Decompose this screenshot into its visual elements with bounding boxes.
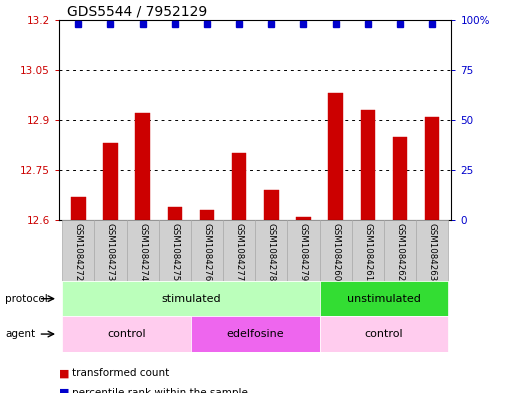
- Bar: [287, 220, 320, 281]
- Text: GSM1084279: GSM1084279: [299, 223, 308, 281]
- Text: GDS5544 / 7952129: GDS5544 / 7952129: [67, 4, 207, 18]
- Bar: [62, 281, 320, 316]
- Text: GSM1084261: GSM1084261: [363, 223, 372, 281]
- Text: GSM1084260: GSM1084260: [331, 223, 340, 281]
- Bar: [94, 220, 127, 281]
- Text: GSM1084278: GSM1084278: [267, 223, 276, 281]
- Bar: [296, 217, 311, 220]
- Text: control: control: [365, 329, 403, 339]
- Text: unstimulated: unstimulated: [347, 294, 421, 304]
- Bar: [62, 316, 191, 352]
- Bar: [320, 281, 448, 316]
- Text: GSM1084276: GSM1084276: [203, 223, 211, 281]
- Bar: [191, 316, 320, 352]
- Text: GSM1084263: GSM1084263: [428, 223, 437, 281]
- Bar: [127, 220, 159, 281]
- Text: GSM1084274: GSM1084274: [138, 223, 147, 281]
- Text: protocol: protocol: [5, 294, 48, 304]
- Bar: [352, 220, 384, 281]
- Text: agent: agent: [5, 329, 35, 339]
- Text: GSM1084273: GSM1084273: [106, 223, 115, 281]
- Text: control: control: [107, 329, 146, 339]
- Text: percentile rank within the sample: percentile rank within the sample: [72, 388, 248, 393]
- Bar: [264, 190, 279, 220]
- Text: edelfosine: edelfosine: [226, 329, 284, 339]
- Text: GSM1084272: GSM1084272: [74, 223, 83, 281]
- Bar: [361, 110, 375, 220]
- Bar: [223, 220, 255, 281]
- Bar: [320, 220, 352, 281]
- Bar: [168, 207, 182, 220]
- Text: stimulated: stimulated: [161, 294, 221, 304]
- Text: GSM1084277: GSM1084277: [234, 223, 244, 281]
- Bar: [232, 153, 246, 220]
- Bar: [200, 210, 214, 220]
- Bar: [384, 220, 416, 281]
- Bar: [62, 220, 94, 281]
- Text: transformed count: transformed count: [72, 368, 169, 378]
- Bar: [328, 93, 343, 220]
- Bar: [71, 196, 86, 220]
- Text: GSM1084275: GSM1084275: [170, 223, 180, 281]
- Bar: [103, 143, 117, 220]
- Bar: [416, 220, 448, 281]
- Bar: [425, 116, 439, 220]
- Text: GSM1084262: GSM1084262: [396, 223, 404, 281]
- Text: ■: ■: [59, 388, 69, 393]
- Bar: [393, 136, 407, 220]
- Bar: [159, 220, 191, 281]
- Bar: [191, 220, 223, 281]
- Bar: [135, 113, 150, 220]
- Bar: [255, 220, 287, 281]
- Text: ■: ■: [59, 368, 69, 378]
- Bar: [320, 316, 448, 352]
